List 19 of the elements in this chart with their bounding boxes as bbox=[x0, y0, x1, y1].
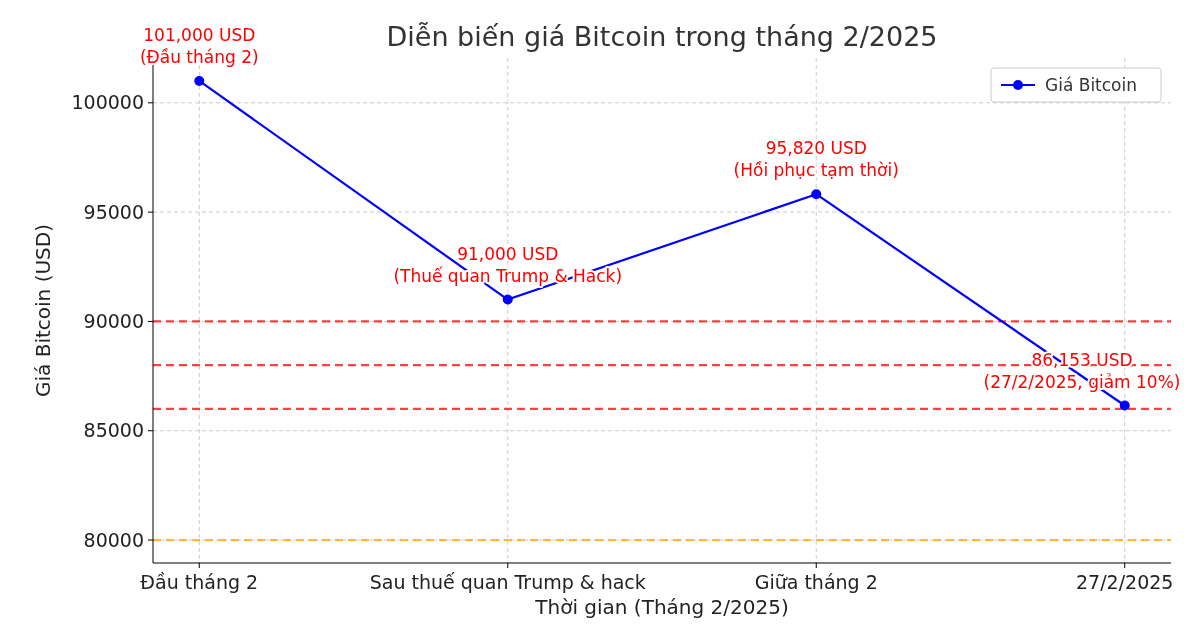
point bbox=[194, 75, 205, 86]
y-tick-label: 85000 bbox=[83, 419, 144, 442]
y-tick-label: 95000 bbox=[83, 200, 144, 223]
y-tick-label: 90000 bbox=[83, 310, 144, 333]
point bbox=[502, 294, 513, 305]
annotation: 101,000 USD (Đầu tháng 2) bbox=[139, 24, 259, 67]
y-axis-title: Giá Bitcoin (USD) bbox=[31, 224, 55, 397]
annotation: 95,820 USD (Hồi phục tạm thời) bbox=[733, 138, 899, 181]
x-tick-label: Giữa tháng 2 bbox=[754, 571, 878, 593]
y-tick-label: 100000 bbox=[71, 91, 144, 114]
x-axis-title: Thời gian (Tháng 2/2025) bbox=[534, 595, 789, 619]
point bbox=[811, 189, 822, 200]
y-tick-label: 80000 bbox=[83, 528, 144, 551]
x-tick-label: Sau thuế quan Trump & hack bbox=[369, 571, 646, 593]
legend-label: Giá Bitcoin bbox=[1045, 74, 1138, 95]
point bbox=[1119, 400, 1130, 411]
x-tick-label: 27/2/2025 bbox=[1076, 571, 1174, 593]
chart-title: Diễn biến giá Bitcoin trong tháng 2/2025 bbox=[386, 21, 938, 52]
x-tick-label: Đầu tháng 2 bbox=[140, 571, 259, 593]
